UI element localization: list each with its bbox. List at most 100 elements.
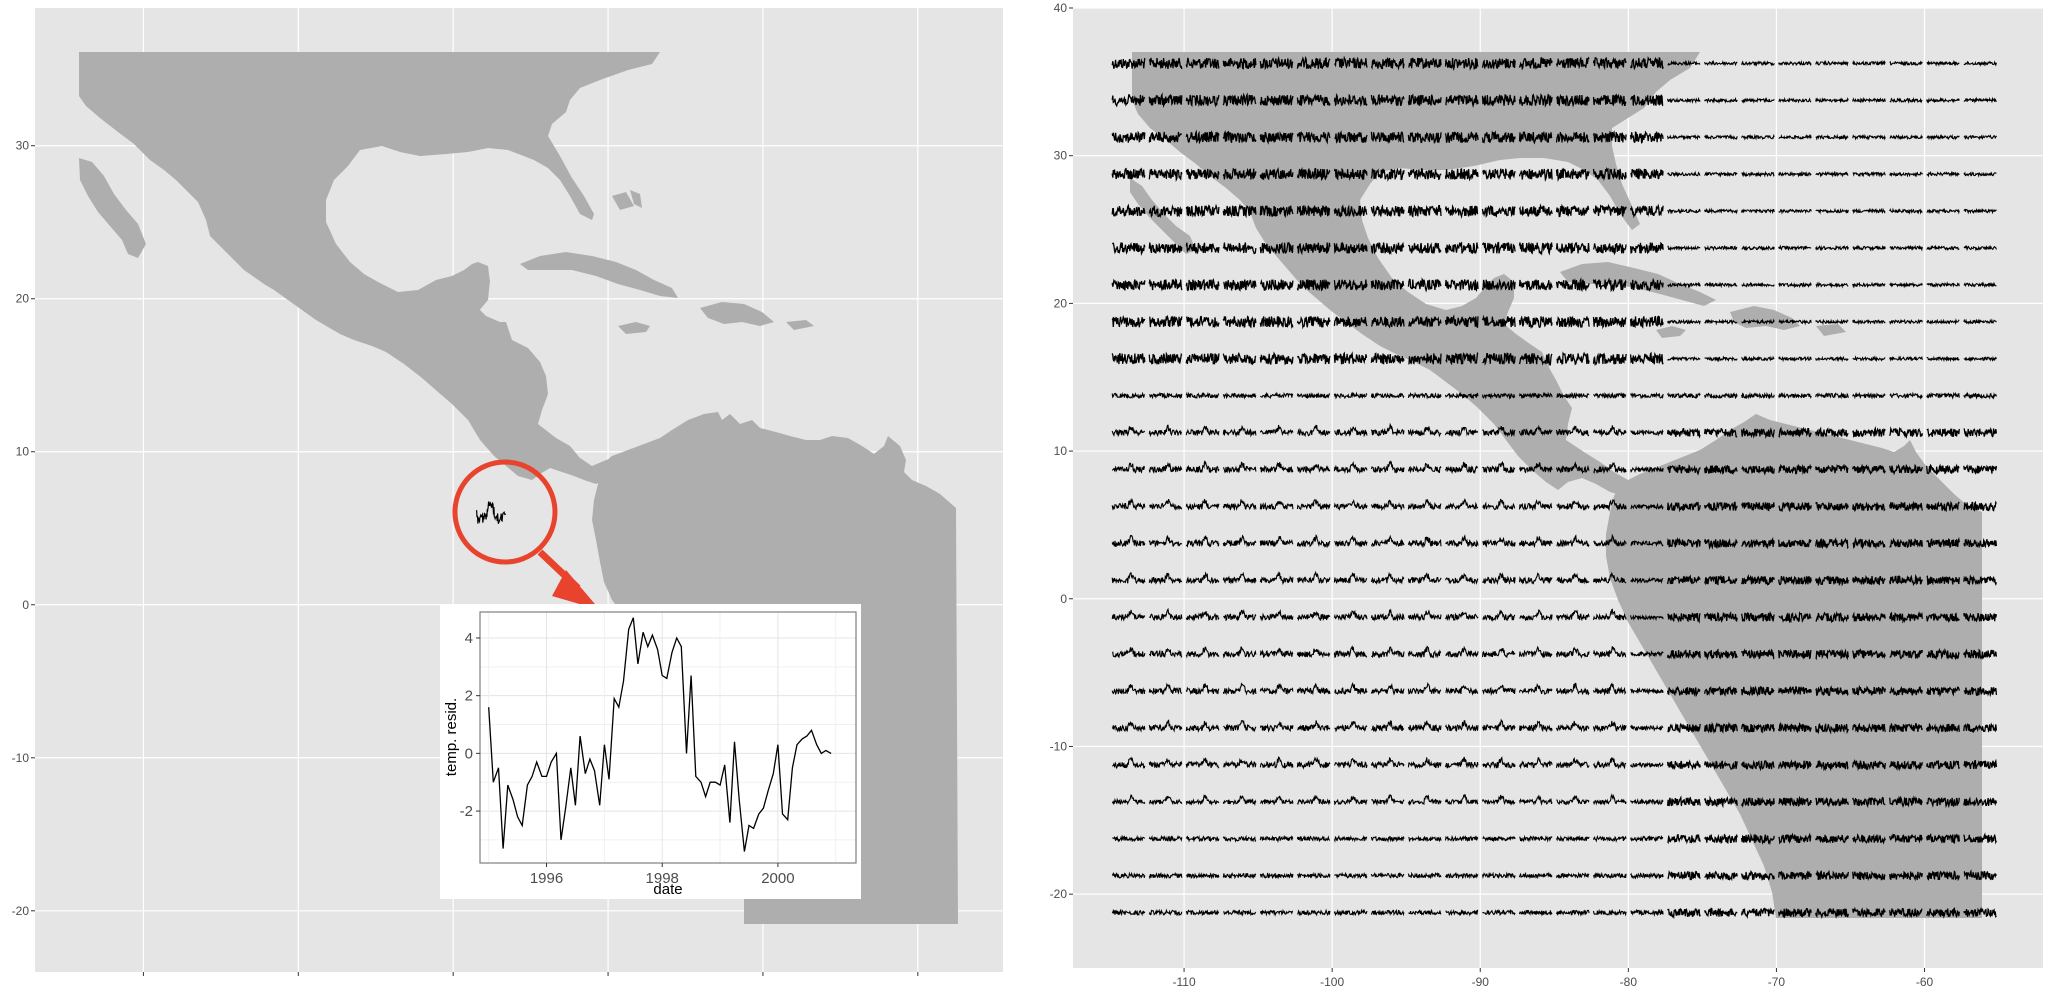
inset-x-tick-label: 1998 bbox=[646, 870, 679, 887]
glyph-line bbox=[1815, 96, 1849, 104]
glyph-line bbox=[1667, 281, 1701, 289]
glyph-line bbox=[1149, 391, 1183, 400]
glyph-line bbox=[1482, 572, 1516, 586]
glyph-line bbox=[1481, 648, 1516, 659]
glyph-line bbox=[1445, 94, 1479, 108]
glyph-line bbox=[1223, 609, 1257, 622]
glyph-line bbox=[1815, 907, 1849, 920]
glyph-line bbox=[1815, 869, 1849, 881]
glyph-line bbox=[1370, 131, 1405, 144]
glyph-line bbox=[1778, 575, 1812, 586]
glyph-line bbox=[1926, 870, 1960, 882]
glyph-line bbox=[1111, 130, 1146, 144]
glyph-line bbox=[1889, 722, 1923, 733]
glyph-line bbox=[1592, 166, 1627, 182]
glyph-line bbox=[1333, 167, 1368, 181]
glyph-line bbox=[1555, 203, 1590, 218]
glyph-line bbox=[1963, 134, 1997, 141]
glyph-line bbox=[1778, 133, 1812, 140]
glyph-line bbox=[1111, 167, 1146, 181]
glyph-line bbox=[1370, 571, 1405, 585]
glyph-line bbox=[1778, 208, 1812, 215]
glyph-line bbox=[1703, 501, 1738, 512]
glyph-line bbox=[1963, 281, 1997, 289]
glyph-line bbox=[1593, 391, 1627, 400]
glyph-line bbox=[1815, 391, 1849, 400]
right-land-north-america bbox=[1132, 52, 1700, 496]
glyph-line bbox=[1630, 94, 1664, 107]
glyph-line bbox=[1371, 719, 1405, 733]
glyph-line bbox=[1518, 168, 1553, 183]
glyph-line bbox=[1407, 131, 1442, 144]
glyph-line bbox=[1259, 316, 1294, 329]
glyph-line bbox=[1518, 909, 1553, 917]
glyph-line bbox=[1333, 351, 1368, 365]
glyph-line bbox=[1370, 56, 1405, 71]
glyph-line bbox=[1407, 794, 1442, 806]
glyph-line bbox=[1778, 832, 1812, 845]
glyph-line bbox=[1370, 460, 1405, 474]
glyph-line bbox=[1518, 572, 1553, 585]
glyph-line bbox=[1555, 909, 1590, 917]
glyph-line bbox=[1407, 242, 1442, 254]
glyph-line bbox=[1222, 646, 1257, 659]
glyph-line bbox=[1407, 315, 1442, 328]
glyph-line bbox=[1481, 130, 1516, 144]
glyph-line bbox=[1407, 536, 1442, 548]
glyph-line bbox=[1815, 244, 1849, 252]
glyph-line bbox=[1259, 241, 1294, 254]
glyph-line bbox=[1556, 500, 1590, 511]
glyph-line bbox=[1148, 57, 1183, 70]
glyph-line bbox=[1592, 871, 1627, 880]
right-y-tick-label: 40 bbox=[1054, 1, 1068, 15]
glyph-line bbox=[1889, 463, 1923, 476]
glyph-line bbox=[1259, 94, 1294, 106]
glyph-line bbox=[1852, 684, 1886, 696]
glyph-line bbox=[1555, 56, 1590, 70]
glyph-line bbox=[1926, 244, 1960, 252]
glyph-line bbox=[1889, 760, 1923, 772]
glyph-line bbox=[1223, 719, 1257, 733]
glyph-line bbox=[1444, 498, 1479, 511]
glyph-line bbox=[1740, 796, 1775, 809]
glyph-line bbox=[1222, 682, 1257, 696]
glyph-line bbox=[1889, 537, 1923, 548]
glyph-line bbox=[1444, 314, 1479, 329]
glyph-line bbox=[1259, 55, 1294, 71]
glyph-line bbox=[1111, 353, 1146, 365]
glyph-line bbox=[1370, 279, 1405, 291]
glyph-line bbox=[1889, 795, 1923, 808]
glyph-line bbox=[1519, 609, 1553, 622]
glyph-line bbox=[1296, 279, 1331, 292]
glyph-line bbox=[1778, 463, 1812, 475]
glyph-line bbox=[1518, 391, 1553, 400]
glyph-line bbox=[1667, 834, 1701, 845]
glyph-line bbox=[1259, 205, 1294, 219]
glyph-line bbox=[1407, 757, 1442, 770]
glyph-line bbox=[1185, 353, 1220, 365]
glyph-line bbox=[1112, 756, 1146, 770]
glyph-line bbox=[1889, 426, 1923, 440]
glyph-line bbox=[1333, 908, 1368, 917]
glyph-line bbox=[1963, 171, 1997, 178]
glyph-line bbox=[1444, 835, 1479, 842]
glyph-line bbox=[1592, 93, 1627, 106]
glyph-line bbox=[1296, 204, 1331, 218]
glyph-line bbox=[1334, 721, 1368, 733]
glyph-line bbox=[1185, 794, 1220, 806]
left-land-bahamas bbox=[612, 190, 642, 210]
glyph-line bbox=[1297, 908, 1331, 917]
glyph-line bbox=[1185, 834, 1220, 843]
glyph-line bbox=[1185, 277, 1220, 292]
glyph-line bbox=[1703, 760, 1738, 771]
left-y-tick-label: 30 bbox=[16, 139, 30, 153]
glyph-line bbox=[1667, 722, 1701, 734]
glyph-line bbox=[1259, 351, 1294, 366]
glyph-line bbox=[1963, 869, 1997, 881]
glyph-line bbox=[1778, 59, 1812, 67]
glyph-line bbox=[1778, 501, 1812, 513]
glyph-line bbox=[1815, 722, 1849, 735]
glyph-line bbox=[1889, 833, 1923, 844]
glyph-line bbox=[1148, 424, 1182, 438]
glyph-line bbox=[1741, 355, 1775, 362]
